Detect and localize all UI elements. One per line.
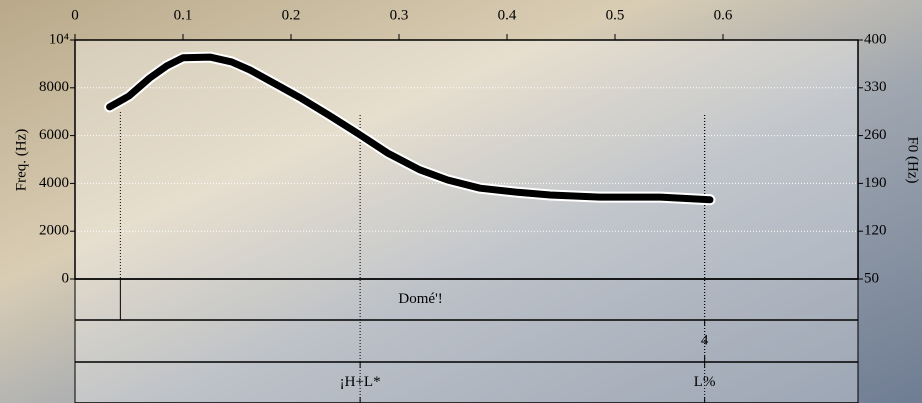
y-tick-label: 8000 [39,79,69,95]
tier-area [75,279,858,403]
y2-tick-label: 400 [864,31,887,47]
tier-label: Domé'! [398,291,442,307]
plot-area [75,40,858,279]
tier-label: ¡H+L* [340,374,381,390]
y2-tick-label: 120 [864,223,887,239]
x-tick-label: 0.1 [174,7,193,23]
y2-tick-label: 330 [864,79,887,95]
y2-axis-label: F0 (Hz) [905,136,921,183]
pitch-curve [106,53,714,204]
y-tick-label: 0 [62,270,70,286]
y2-tick-label: 190 [864,175,887,191]
x-tick-label: 0 [71,7,79,23]
y-tick-label: 2000 [39,223,69,239]
x-tick-label: 0.4 [498,7,517,23]
x-tick-label: 0.2 [282,7,301,23]
y-tick-label: 6000 [39,127,69,143]
tier-label: L% [694,374,716,390]
x-tick-label: 0.6 [714,7,733,23]
x-tick-label: 0.5 [606,7,625,23]
y-tick-label: 4000 [39,175,69,191]
y-axis-label: Freq. (Hz) [13,129,29,191]
y2-tick-label: 260 [864,127,887,143]
y2-tick-label: 50 [864,270,879,286]
y-tick-label: 10⁴ [49,31,69,47]
x-tick-label: 0.3 [390,7,409,23]
